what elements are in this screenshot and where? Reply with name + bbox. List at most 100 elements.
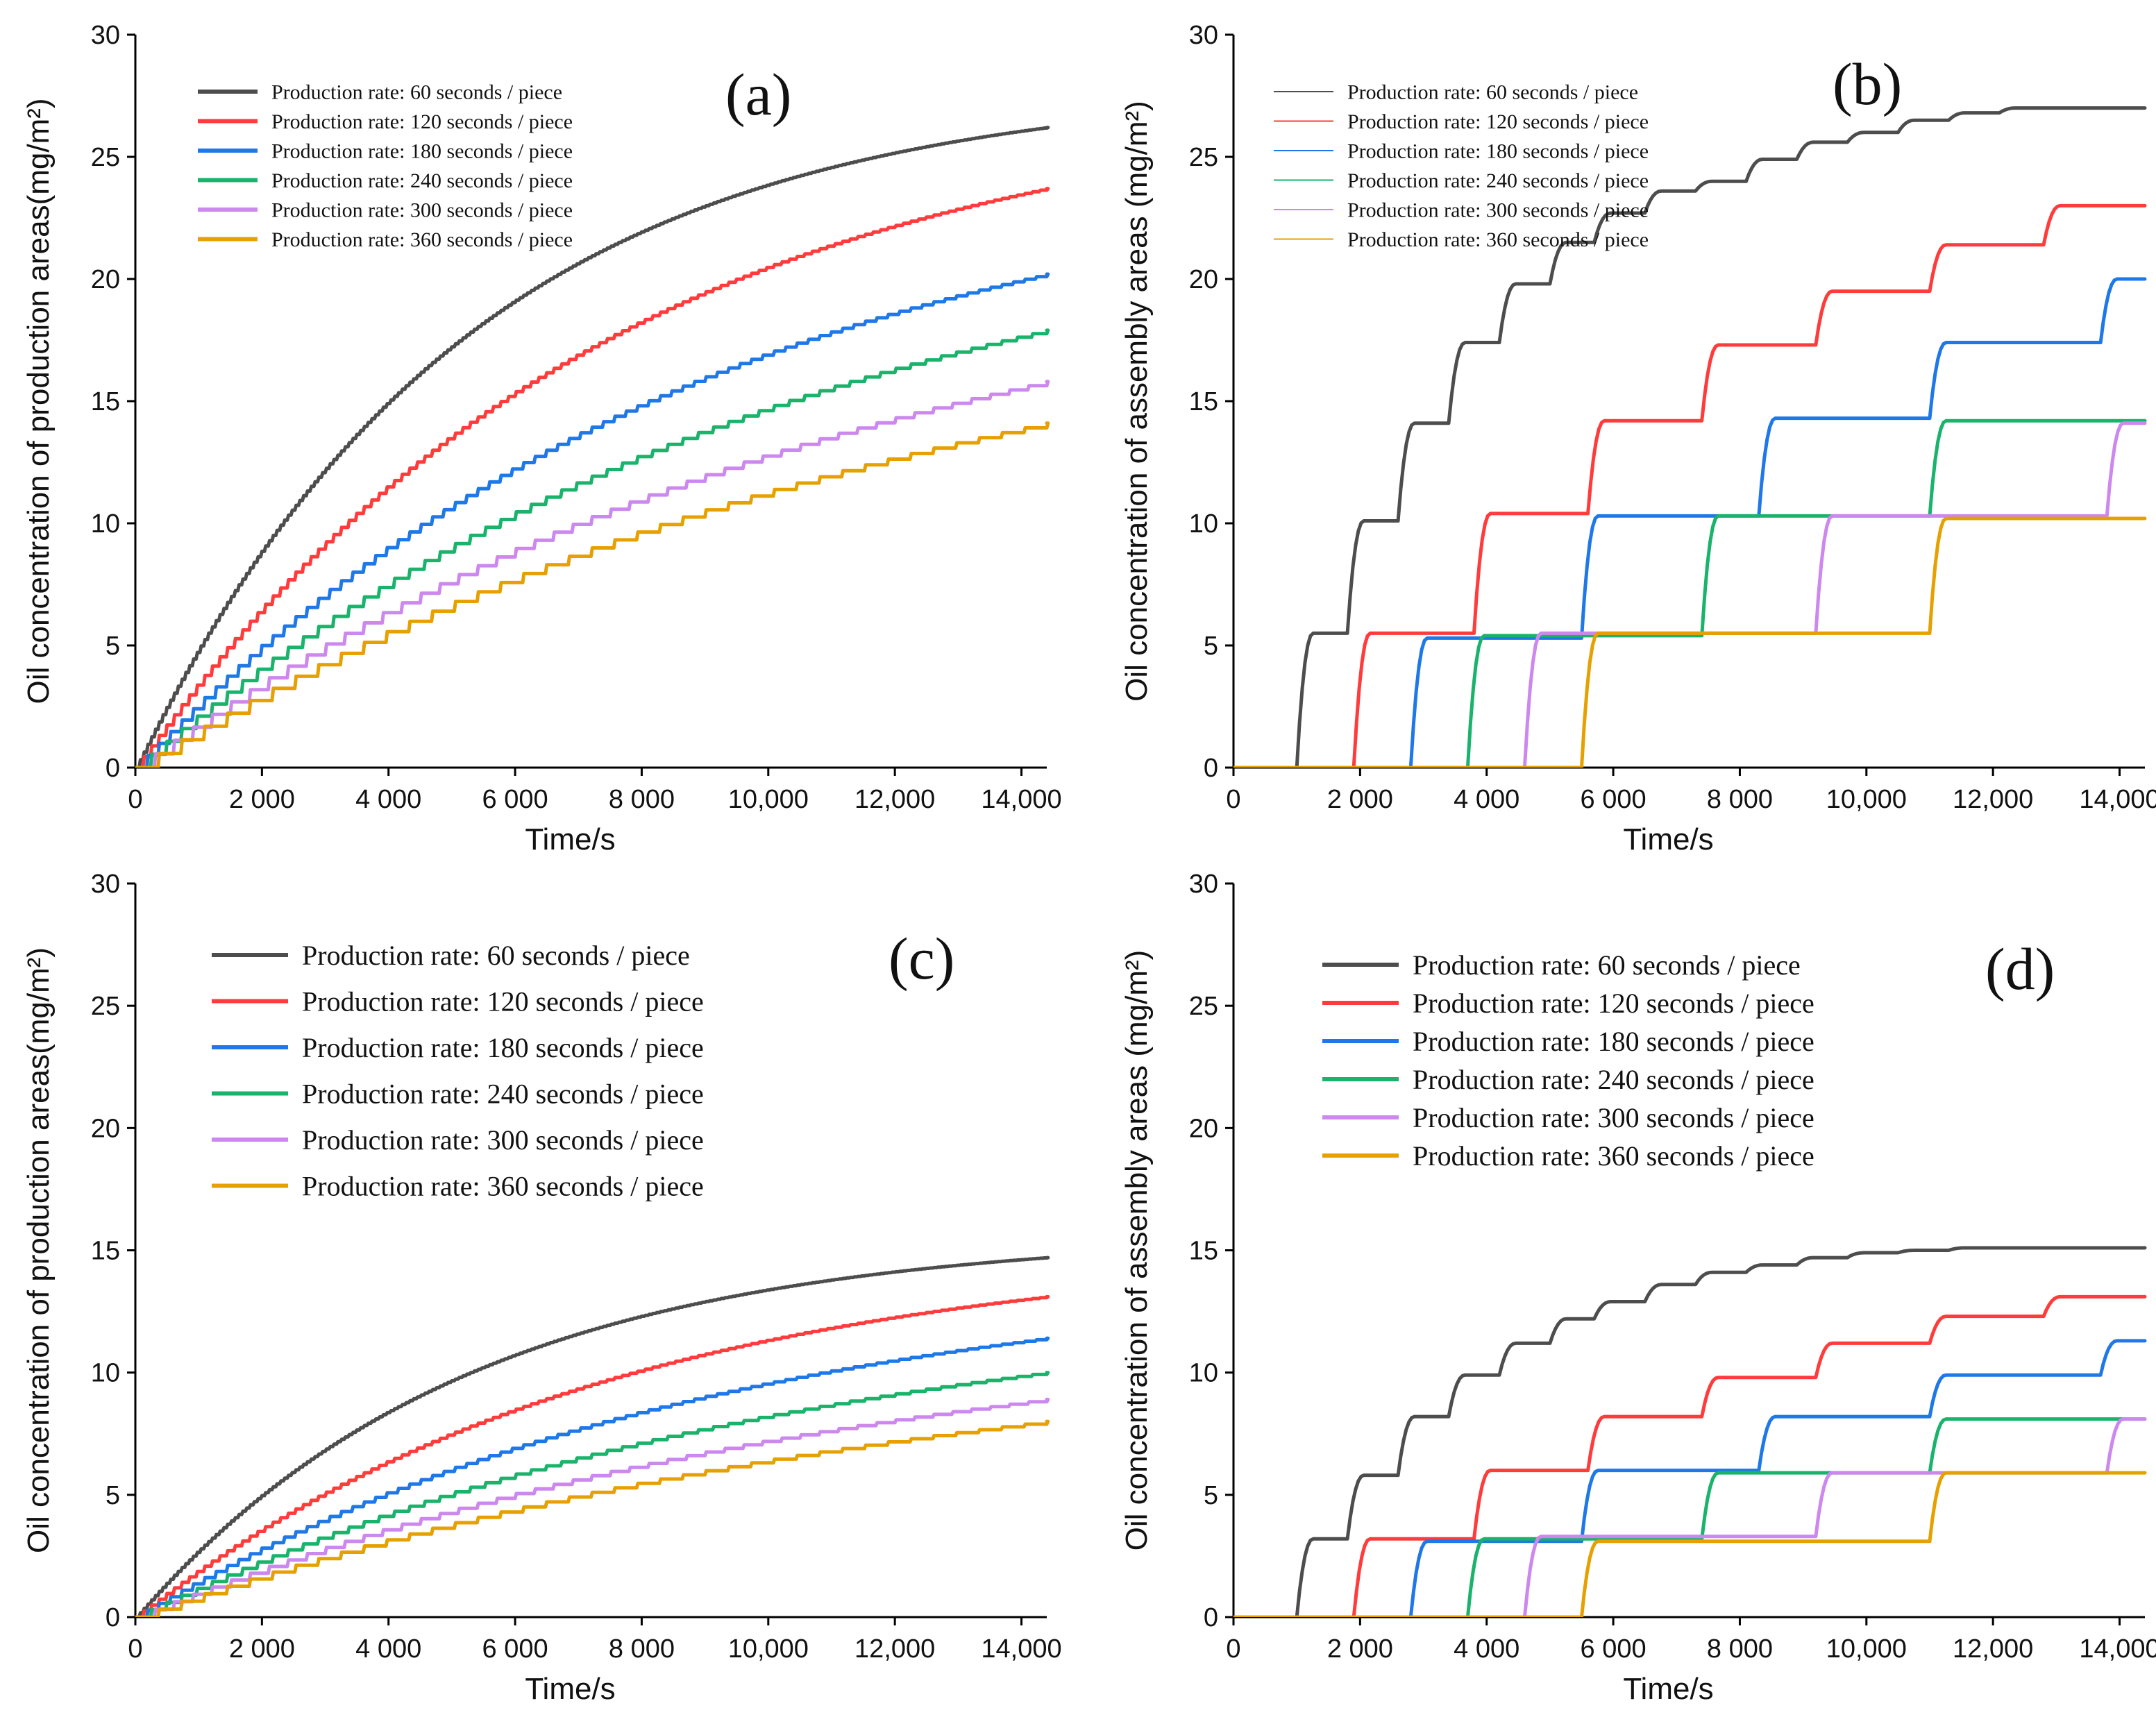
series-line-60 (135, 126, 1050, 768)
legend-label-360: Production rate: 360 seconds / piece (302, 1171, 704, 1202)
chart-panel-b: 0 5 10 15 20 25 30 0 2 000 4 000 6 000 8 000 10,000 1… (1120, 21, 2156, 856)
x-tick-label: 2 000 (229, 1634, 295, 1664)
panel-label: (d) (1985, 936, 2055, 1002)
series-group (135, 126, 1050, 768)
y-tick-label: 10 (91, 1359, 120, 1388)
x-tick-label: 12,000 (1953, 785, 2033, 814)
x-tick-label: 12,000 (1953, 1634, 2033, 1664)
series-line-180 (1233, 1339, 2147, 1617)
y-tick-label: 25 (1189, 992, 1218, 1021)
series-line-180 (135, 1336, 1050, 1617)
y-tick-label: 30 (1189, 21, 1218, 50)
y-axis-title: Oil concentration of production areas(mg… (22, 947, 56, 1553)
panel-label: (b) (1833, 51, 1902, 117)
x-tick-label: 0 (128, 1634, 142, 1664)
legend-label-300: Production rate: 300 seconds / piece (1347, 199, 1649, 222)
panel-label: (a) (725, 61, 791, 128)
y-tick-label: 0 (1204, 754, 1218, 783)
x-tick-label: 12,000 (854, 785, 935, 814)
x-axis-title: Time/s (1623, 1672, 1713, 1706)
y-axis-title: Oil concentration of production areas(mg… (22, 98, 56, 704)
x-tick-label: 8 000 (609, 785, 675, 814)
x-tick-label: 6 000 (1581, 1634, 1647, 1664)
series-line-240 (135, 1371, 1050, 1617)
series-line-300 (1233, 1417, 2147, 1617)
series-line-60 (1233, 106, 2147, 768)
y-axis-title: Oil concentration of assembly areas (mg/… (1120, 950, 1154, 1551)
y-tick-label: 30 (91, 21, 120, 50)
legend-label-60: Production rate: 60 seconds / piece (1347, 81, 1638, 104)
series-group (135, 1256, 1050, 1617)
legend-label-300: Production rate: 300 seconds / piece (271, 199, 573, 222)
legend: Production rate: 60 seconds / piece Produ… (198, 81, 573, 251)
x-axis-title: Time/s (525, 822, 615, 856)
legend-label-240: Production rate: 240 seconds / piece (302, 1079, 704, 1110)
panel-label: (c) (888, 925, 954, 992)
x-tick-label: 14,000 (2079, 1634, 2156, 1664)
x-tick-label: 6 000 (482, 785, 548, 814)
series-line-60 (135, 1256, 1050, 1617)
chart-panel-a: 0 5 10 15 20 25 30 0 2 000 4 000 6 000 8 000 10,000 1… (22, 21, 1062, 856)
y-tick-label: 25 (91, 143, 120, 172)
y-tick-label: 20 (91, 1114, 120, 1143)
x-tick-label: 10,000 (1826, 1634, 1907, 1664)
x-axis-title: Time/s (1623, 822, 1713, 856)
x-tick-label: 8 000 (1707, 1634, 1773, 1664)
legend-label-60: Production rate: 60 seconds / piece (271, 81, 562, 104)
series-line-120 (1233, 1294, 2147, 1617)
x-tick-label: 14,000 (2079, 785, 2156, 814)
legend-label-120: Production rate: 120 seconds / piece (1347, 110, 1649, 133)
legend-label-60: Production rate: 60 seconds / piece (302, 940, 690, 971)
legend-label-360: Production rate: 360 seconds / piece (271, 228, 573, 251)
legend-label-120: Production rate: 120 seconds / piece (271, 110, 573, 133)
x-tick-label: 14,000 (981, 785, 1061, 814)
x-tick-label: 4 000 (355, 785, 421, 814)
legend: Production rate: 60 seconds / piece Produ… (1274, 81, 1649, 251)
x-tick-label: 6 000 (1581, 785, 1647, 814)
legend-label-240: Production rate: 240 seconds / piece (271, 169, 573, 192)
x-tick-label: 2 000 (1327, 1634, 1393, 1664)
y-tick-label: 5 (106, 1481, 120, 1510)
series-line-120 (135, 187, 1050, 768)
legend-label-360: Production rate: 360 seconds / piece (1413, 1140, 1814, 1172)
legend: Production rate: 60 seconds / piece Produ… (212, 940, 704, 1202)
series-line-300 (135, 380, 1050, 768)
x-tick-label: 2 000 (229, 785, 295, 814)
y-tick-label: 15 (91, 1237, 120, 1266)
series-line-120 (135, 1294, 1050, 1617)
legend-label-180: Production rate: 180 seconds / piece (1347, 140, 1649, 163)
y-tick-label: 5 (1204, 632, 1218, 661)
legend-label-240: Production rate: 240 seconds / piece (1413, 1064, 1814, 1095)
legend-label-300: Production rate: 300 seconds / piece (302, 1124, 704, 1156)
x-tick-label: 8 000 (1707, 785, 1773, 814)
series-line-60 (1233, 1246, 2147, 1617)
y-tick-label: 5 (106, 632, 120, 661)
x-tick-label: 6 000 (482, 1634, 548, 1664)
y-tick-label: 15 (91, 387, 120, 416)
y-tick-label: 20 (1189, 1114, 1218, 1143)
series-line-180 (135, 272, 1050, 768)
x-tick-label: 10,000 (728, 1634, 809, 1664)
series-group (1233, 1246, 2147, 1617)
y-tick-label: 0 (1204, 1603, 1218, 1632)
series-line-180 (1233, 277, 2147, 768)
y-tick-label: 10 (1189, 509, 1218, 539)
series-line-240 (135, 328, 1050, 768)
x-tick-label: 0 (128, 785, 142, 814)
x-tick-label: 4 000 (1454, 1634, 1519, 1664)
legend-label-180: Production rate: 180 seconds / piece (271, 140, 573, 163)
legend-label-360: Production rate: 360 seconds / piece (1347, 228, 1649, 251)
series-line-360 (135, 1419, 1050, 1617)
x-tick-label: 10,000 (1826, 785, 1907, 814)
y-tick-label: 30 (91, 870, 120, 899)
legend-label-240: Production rate: 240 seconds / piece (1347, 169, 1649, 192)
x-tick-label: 4 000 (355, 1634, 421, 1664)
series-line-120 (1233, 203, 2147, 768)
series-line-300 (135, 1397, 1050, 1617)
legend-label-120: Production rate: 120 seconds / piece (302, 986, 704, 1017)
series-group (1233, 106, 2147, 768)
x-tick-label: 14,000 (981, 1634, 1061, 1664)
legend-label-180: Production rate: 180 seconds / piece (1413, 1026, 1814, 1057)
x-tick-label: 2 000 (1327, 785, 1393, 814)
x-tick-label: 0 (1226, 785, 1240, 814)
